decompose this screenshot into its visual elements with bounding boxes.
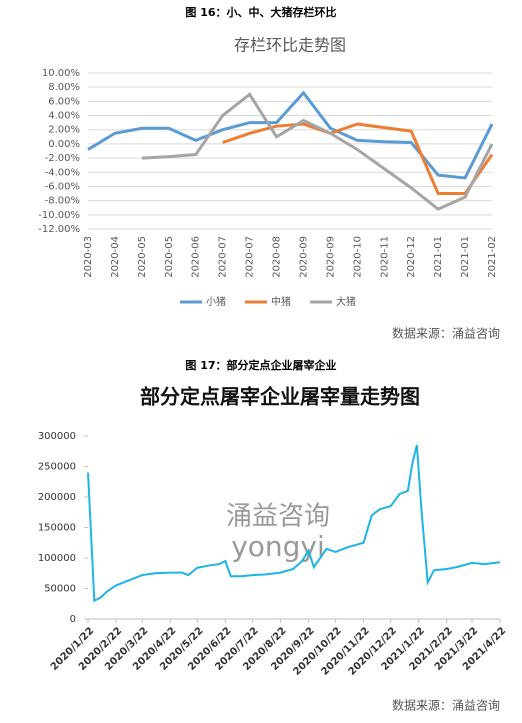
y-tick-label: 250000	[38, 462, 76, 473]
source: 数据来源：涌益咨询	[392, 698, 500, 713]
line-series	[87, 90, 494, 180]
y-tick-label: 300000	[38, 431, 76, 442]
y-tick-label: 6.00%	[48, 96, 80, 107]
y-tick-label: -6.00%	[45, 181, 80, 192]
x-tick-label: 2020-10	[352, 236, 363, 278]
legend-label: 中猪	[271, 295, 291, 308]
legend-label: 小猪	[206, 296, 226, 308]
y-tick-label: 8.00%	[48, 82, 80, 93]
x-tick-label: 2020-05	[137, 236, 148, 278]
y-tick-label: 100000	[38, 553, 76, 564]
x-tick-label: 2020/10/22	[292, 625, 344, 677]
x-tick-label: 2020-06	[191, 236, 202, 278]
y-tick-label: 200000	[38, 492, 76, 503]
legend-label: 大猪	[336, 295, 356, 308]
y-tick-label: 4.00%	[48, 111, 80, 122]
x-tick-label: 2020-04	[110, 236, 121, 278]
figure-caption: 图 17：部分定点企业屠宰企业	[185, 358, 336, 372]
x-tick-label: 2020/12/22	[347, 625, 399, 677]
y-tick-label: -4.00%	[45, 167, 80, 178]
y-tick-label: 10.00%	[42, 68, 80, 79]
x-tick-label: 2021-01	[460, 236, 471, 278]
x-tick-label: 2020-09	[325, 236, 336, 278]
watermark: 涌益咨询	[226, 502, 330, 532]
line-series	[141, 92, 494, 211]
y-tick-label: 0.00%	[48, 139, 80, 150]
x-tick-label: 2020-09	[298, 236, 309, 278]
x-tick-label: 2020-07	[245, 236, 256, 278]
chart-title: 存栏环比走势图	[234, 36, 346, 55]
y-tick-label: -2.00%	[45, 153, 80, 164]
x-tick-label: 2020-07	[218, 236, 229, 278]
y-tick-label: -12.00%	[38, 224, 80, 235]
y-tick-label: 2.00%	[48, 125, 80, 136]
x-tick-label: 2020-11	[379, 236, 390, 278]
x-tick-label: 2020-05	[164, 236, 175, 278]
x-tick-label: 2021-01	[433, 236, 444, 278]
y-tick-label: -10.00%	[38, 210, 80, 221]
figure-caption: 图 16：小、中、大猪存栏环比	[185, 5, 336, 19]
y-tick-label: -8.00%	[45, 196, 80, 207]
line-series	[87, 444, 501, 603]
watermark: yongyi	[231, 530, 325, 563]
y-tick-label: 150000	[38, 523, 76, 534]
x-tick-label: 2020-08	[272, 236, 283, 278]
line-series	[222, 122, 494, 196]
x-tick-label: 2020-12	[406, 236, 417, 278]
source: 数据来源：涌益咨询	[392, 326, 500, 341]
y-tick-label: 0	[70, 614, 76, 625]
x-tick-label: 2021-02	[487, 236, 498, 278]
x-tick-label: 2020-03	[83, 236, 94, 278]
y-tick-label: 50000	[44, 584, 76, 595]
chart-title: 部分定点屠宰企业屠宰量走势图	[140, 385, 420, 409]
